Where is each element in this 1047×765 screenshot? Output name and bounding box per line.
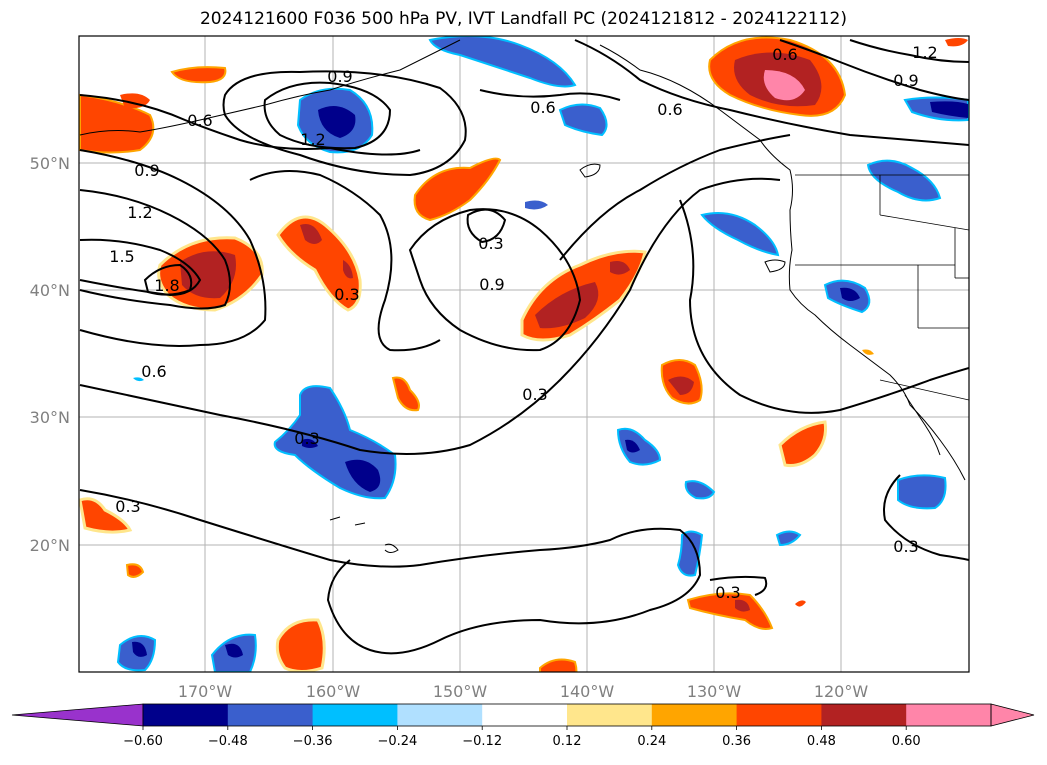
longitude-labels: 170°W 160°W 150°W 140°W 130°W 120°W [178, 682, 869, 701]
colorbar-segment [397, 704, 483, 726]
colorbar-extend-min [11, 703, 144, 727]
lat-label: 50°N [30, 154, 70, 173]
colorbar-tick-label: −0.60 [123, 734, 163, 749]
colorbar-segment [906, 704, 992, 726]
contour-labels: 0.9 0.6 1.2 0.9 1.2 1.5 1.8 0.3 0.9 0.6 … [109, 43, 937, 602]
contour-label: 0.6 [530, 98, 555, 117]
contour-label: 0.3 [893, 537, 918, 556]
contour-label: 1.2 [912, 43, 937, 62]
contour-label: 1.5 [109, 247, 134, 266]
lon-label: 170°W [178, 682, 233, 701]
lon-label: 150°W [433, 682, 488, 701]
lon-label: 140°W [560, 682, 615, 701]
political-borders [795, 174, 969, 401]
lat-label: 30°N [30, 408, 70, 427]
lon-label: 120°W [814, 682, 869, 701]
contour-label: 0.3 [294, 429, 319, 448]
colorbar-tick-label: −0.48 [208, 734, 248, 749]
colorbar-tick-label: 0.48 [807, 734, 836, 749]
contour-label: 0.9 [479, 275, 504, 294]
pv-contours [79, 39, 969, 655]
lat-label: 40°N [30, 281, 70, 300]
shading-positive [79, 36, 968, 672]
contour-label: 0.3 [522, 385, 547, 404]
contour-label: 0.6 [772, 45, 797, 64]
colorbar-segment [482, 704, 568, 726]
lat-label: 20°N [30, 536, 70, 555]
contour-label: 0.6 [657, 100, 682, 119]
colorbar-segment [227, 704, 314, 726]
colorbar-segment [651, 704, 738, 726]
lon-label: 160°W [306, 682, 361, 701]
colorbar-segment [736, 704, 822, 726]
colorbar-segment [567, 704, 653, 726]
contour-label: 1.2 [127, 203, 152, 222]
map-background [79, 36, 969, 672]
lon-label: 130°W [687, 682, 742, 701]
contour-label: 0.9 [134, 161, 159, 180]
map-title: 2024121600 F036 500 hPa PV, IVT Landfall… [199, 9, 847, 29]
contour-label: 0.3 [334, 285, 359, 304]
contour-label: 0.3 [715, 583, 740, 602]
colorbar: −0.60 −0.48 −0.36 −0.24 −0.12 0.12 0.24 0.36 0.4… [11, 703, 1035, 749]
colorbar-tick-label: 0.36 [722, 734, 751, 749]
contour-label: 0.3 [115, 497, 140, 516]
colorbar-tick-label: 0.24 [637, 734, 666, 749]
contour-label: 0.6 [141, 362, 166, 381]
colorbar-tick-label: −0.36 [293, 734, 333, 749]
colorbar-tick-label: 0.12 [553, 734, 582, 749]
colorbar-tick-label: 0.60 [892, 734, 921, 749]
latitude-labels: 50°N 40°N 30°N 20°N [30, 154, 70, 555]
colorbar-segment [821, 704, 907, 726]
colorbar-segment [312, 704, 398, 726]
map-frame [78, 35, 970, 673]
contour-label: 1.2 [300, 130, 325, 149]
colorbar-tick-label: −0.12 [462, 734, 502, 749]
graticule [79, 36, 969, 672]
contour-label: 0.9 [327, 67, 352, 86]
colorbar-tick-label: −0.24 [377, 734, 417, 749]
contour-label: 1.8 [154, 276, 179, 295]
colorbar-segment [143, 704, 229, 726]
colorbar-extend-max [990, 703, 1035, 727]
contour-label: 0.6 [187, 111, 212, 130]
contour-label: 0.9 [893, 71, 918, 90]
contour-label: 0.3 [478, 234, 503, 253]
